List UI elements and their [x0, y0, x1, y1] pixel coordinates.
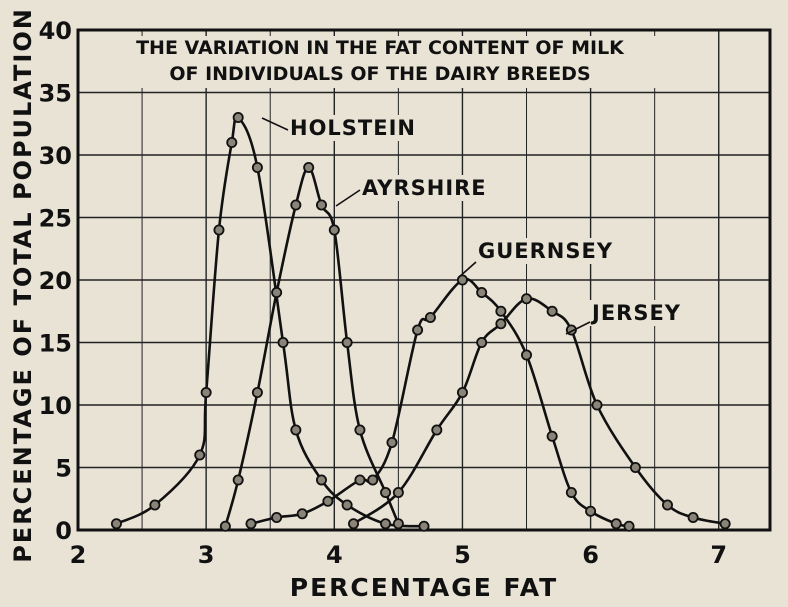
- x-tick-label: 4: [326, 541, 343, 569]
- data-point-ayrshire: [219, 520, 231, 532]
- data-point-jersey: [629, 461, 641, 473]
- data-point-guernsey: [476, 286, 488, 298]
- series-label-ayrshire: AYRSHIRE: [362, 176, 487, 200]
- series-label-bg-guernsey: [474, 238, 608, 264]
- data-point-guernsey: [565, 486, 577, 498]
- data-point-guernsey: [546, 430, 558, 442]
- series-label-leader-guernsey: [457, 261, 477, 279]
- data-point-holstein: [277, 336, 289, 348]
- data-point-jersey: [456, 386, 468, 398]
- data-point-holstein: [213, 224, 225, 236]
- x-tick-label: 5: [454, 541, 471, 569]
- data-point-holstein: [194, 449, 206, 461]
- data-point-jersey: [661, 499, 673, 511]
- data-point-holstein: [290, 424, 302, 436]
- y-tick-label: 35: [39, 80, 72, 108]
- series-label-bg-jersey: [588, 300, 690, 326]
- data-point-ayrshire: [232, 474, 244, 486]
- data-point-holstein: [149, 499, 161, 511]
- data-point-holstein: [226, 136, 238, 148]
- x-tick-label: 3: [198, 541, 215, 569]
- data-point-ayrshire: [315, 199, 327, 211]
- series-group: [110, 112, 731, 532]
- data-point-jersey: [546, 305, 558, 317]
- y-tick-label: 10: [39, 392, 72, 420]
- chart-title-line-2: OF INDIVIDUALS OF THE DAIRY BREEDS: [169, 63, 590, 85]
- data-point-ayrshire: [271, 286, 283, 298]
- series-labels: HOLSTEIN AYRSHIRE GUERNSEY JERSEY: [261, 115, 690, 335]
- y-tick-label: 0: [55, 517, 72, 545]
- series-label-holstein: HOLSTEIN: [290, 116, 416, 140]
- data-point-holstein: [380, 518, 392, 530]
- y-tick-label: 40: [39, 17, 72, 45]
- data-point-guernsey: [456, 274, 468, 286]
- chart-title: THE VARIATION IN THE FAT CONTENT OF MILK…: [100, 36, 690, 88]
- title-background: [100, 36, 690, 88]
- y-tick-label: 25: [39, 205, 72, 233]
- y-tick-label: 5: [55, 455, 72, 483]
- data-point-guernsey: [412, 324, 424, 336]
- series-label-leader-ayrshire: [335, 189, 361, 207]
- data-point-jersey: [476, 336, 488, 348]
- data-point-jersey: [348, 518, 360, 530]
- data-point-jersey: [719, 518, 731, 530]
- y-tick-label: 30: [39, 142, 72, 170]
- data-point-guernsey: [367, 474, 379, 486]
- tick-labels: 2 3 4 5 6 7 0 5 10 15 20 25 30 35 40: [39, 17, 727, 569]
- series-line-jersey: [352, 297, 726, 526]
- data-point-ayrshire: [380, 486, 392, 498]
- series-label-leader-holstein: [261, 117, 289, 131]
- chart-title-line-1: THE VARIATION IN THE FAT CONTENT OF MILK: [136, 37, 625, 59]
- x-tick-label: 2: [70, 541, 87, 569]
- data-point-ayrshire: [341, 336, 353, 348]
- data-point-holstein: [341, 499, 353, 511]
- data-point-guernsey: [610, 518, 622, 530]
- data-point-ayrshire: [290, 199, 302, 211]
- data-point-guernsey: [495, 305, 507, 317]
- y-tick-label: 20: [39, 267, 72, 295]
- data-point-ayrshire: [392, 518, 404, 530]
- x-tick-label: 6: [582, 541, 599, 569]
- series-line-ayrshire: [224, 166, 400, 527]
- data-point-holstein: [200, 386, 212, 398]
- data-point-guernsey: [296, 508, 308, 520]
- data-point-ayrshire: [303, 161, 315, 173]
- series-label-bg-ayrshire: [358, 175, 492, 201]
- x-tick-label: 7: [710, 541, 727, 569]
- data-point-guernsey: [521, 349, 533, 361]
- data-point-holstein: [232, 112, 244, 124]
- data-point-guernsey: [386, 436, 398, 448]
- grid-lines: [78, 30, 770, 530]
- data-point-jersey: [521, 293, 533, 305]
- data-point-holstein: [315, 474, 327, 486]
- y-tick-label: 15: [39, 330, 72, 358]
- data-point-jersey: [495, 318, 507, 330]
- data-point-guernsey: [354, 474, 366, 486]
- series-label-jersey: JERSEY: [590, 301, 681, 325]
- data-point-jersey: [431, 424, 443, 436]
- data-point-guernsey: [585, 505, 597, 517]
- series-label-bg-holstein: [286, 115, 420, 141]
- data-point-guernsey: [424, 311, 436, 323]
- data-point-holstein: [110, 518, 122, 530]
- data-point-ayrshire: [328, 224, 340, 236]
- series-label-leader-jersey: [565, 321, 591, 335]
- data-point-jersey: [591, 399, 603, 411]
- data-point-jersey: [392, 486, 404, 498]
- data-point-jersey: [687, 512, 699, 524]
- data-point-ayrshire: [251, 386, 263, 398]
- data-point-guernsey: [322, 495, 334, 507]
- y-axis-label: PERCENTAGE OF TOTAL POPULATION: [9, 7, 37, 563]
- series-label-guernsey: GUERNSEY: [478, 239, 613, 263]
- data-point-holstein: [251, 161, 263, 173]
- x-axis-label: PERCENTAGE FAT: [290, 573, 558, 602]
- data-point-guernsey: [271, 512, 283, 524]
- data-point-ayrshire: [354, 424, 366, 436]
- data-point-guernsey: [245, 518, 257, 530]
- data-point-guernsey: [623, 520, 635, 532]
- data-point-holstein: [418, 520, 430, 532]
